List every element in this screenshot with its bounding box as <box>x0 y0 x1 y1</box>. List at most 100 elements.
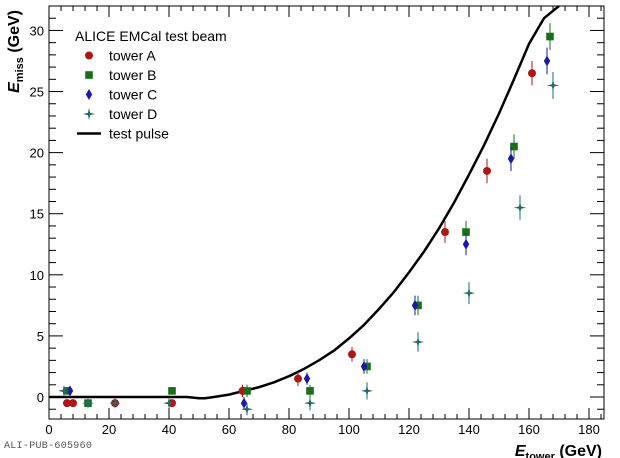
marker-tower-a <box>441 228 449 237</box>
data-point <box>510 134 518 159</box>
marker-tower-d <box>163 397 175 410</box>
series-line-test-pulse <box>49 6 560 400</box>
data-point <box>243 384 251 398</box>
data-point <box>63 399 71 408</box>
data-point <box>547 71 559 99</box>
y-tick-label: 30 <box>30 23 44 38</box>
legend-entry: tower B <box>85 67 156 83</box>
plot-frame <box>48 5 605 420</box>
legend-label: tower B <box>109 67 156 83</box>
data-point <box>463 282 475 305</box>
points-layer <box>58 23 559 416</box>
legend-entry: tower C <box>85 87 157 103</box>
marker-tower-d <box>412 336 424 349</box>
marker-tower-a <box>63 399 71 408</box>
marker-tower-c <box>462 238 470 250</box>
x-tick-label: 20 <box>102 422 116 437</box>
marker-tower-c <box>411 299 419 311</box>
marker-tower-c <box>543 55 551 67</box>
y-axis-title: Emiss (GeV) <box>6 10 26 93</box>
legend: ALICE EMCal test beam tower A tower B tower… <box>75 28 227 142</box>
data-point <box>411 295 419 316</box>
y-tick-label: 20 <box>30 146 44 161</box>
marker-tower-b <box>168 387 176 395</box>
data-point <box>240 397 248 410</box>
data-point <box>241 403 253 416</box>
y-tick-label: 5 <box>37 329 44 344</box>
x-tick-label: 80 <box>282 422 296 437</box>
marker-tower-a <box>483 166 491 175</box>
legend-label: tower A <box>109 48 156 64</box>
marker-tower-b <box>546 32 554 41</box>
x-tick-label: 40 <box>162 422 176 437</box>
x-tick-label: 180 <box>578 422 600 437</box>
data-point <box>514 195 526 220</box>
marker-tower-b <box>306 387 314 395</box>
series-tower-c <box>66 47 551 410</box>
marker-tower-d <box>241 403 253 416</box>
data-point <box>360 359 368 374</box>
marker-tower-a <box>528 69 536 78</box>
legend-title: ALICE EMCal test beam <box>75 28 227 44</box>
marker-tower-d <box>82 397 94 410</box>
data-point <box>306 384 314 398</box>
data-point <box>303 372 311 385</box>
legend-entry: tower A <box>85 48 156 64</box>
data-point <box>109 397 121 410</box>
data-point <box>348 346 356 362</box>
legend-label: test pulse <box>109 126 169 142</box>
y-tick-label: 25 <box>30 85 44 100</box>
plot-border <box>48 5 605 420</box>
footer-credit: ALI-PUB-605960 <box>4 441 93 452</box>
data-point <box>58 384 70 397</box>
curve-layer <box>49 6 560 400</box>
data-point <box>412 332 424 352</box>
marker-tower-d <box>463 287 475 300</box>
data-point <box>304 395 316 411</box>
legend-marker <box>83 108 95 120</box>
data-point <box>507 146 515 171</box>
data-point <box>66 385 74 397</box>
marker-tower-b <box>462 228 470 236</box>
data-point <box>543 47 551 75</box>
marker-tower-c <box>66 385 74 397</box>
data-point <box>462 233 470 256</box>
data-point <box>163 397 175 410</box>
marker-tower-d <box>547 79 559 92</box>
data-point <box>82 397 94 410</box>
legend-entry: test pulse <box>77 126 169 142</box>
data-point <box>528 60 536 86</box>
data-point <box>483 158 491 184</box>
marker-tower-c <box>303 373 311 385</box>
legend-label: tower C <box>109 87 157 103</box>
y-tick-label: 15 <box>30 207 44 222</box>
legend-entry: tower D <box>83 106 157 122</box>
x-tick-label: 120 <box>398 422 420 437</box>
legend-marker <box>85 71 93 79</box>
data-point <box>168 387 176 395</box>
x-tick-label: 60 <box>222 422 236 437</box>
marker-tower-a <box>69 399 77 408</box>
y-tick-label: 10 <box>30 268 44 283</box>
data-point <box>546 23 554 50</box>
marker-tower-c <box>240 397 248 409</box>
x-tick-label: 140 <box>458 422 480 437</box>
marker-tower-d <box>361 384 373 397</box>
data-point <box>361 382 373 400</box>
data-point <box>69 399 77 408</box>
legend-label: tower D <box>109 106 157 122</box>
marker-tower-b <box>510 142 518 151</box>
legend-marker <box>85 89 93 100</box>
series-tower-d <box>58 71 559 416</box>
data-point <box>441 221 449 244</box>
marker-tower-b <box>243 387 251 395</box>
y-tick-label: 0 <box>37 390 44 405</box>
x-axis-title: Etower (GeV) <box>515 443 602 458</box>
legend-marker <box>85 51 93 60</box>
x-tick-label: 0 <box>45 422 52 437</box>
marker-tower-d <box>304 397 316 410</box>
x-tick-label: 100 <box>338 422 360 437</box>
marker-tower-a <box>348 350 356 359</box>
marker-tower-d <box>514 201 526 214</box>
